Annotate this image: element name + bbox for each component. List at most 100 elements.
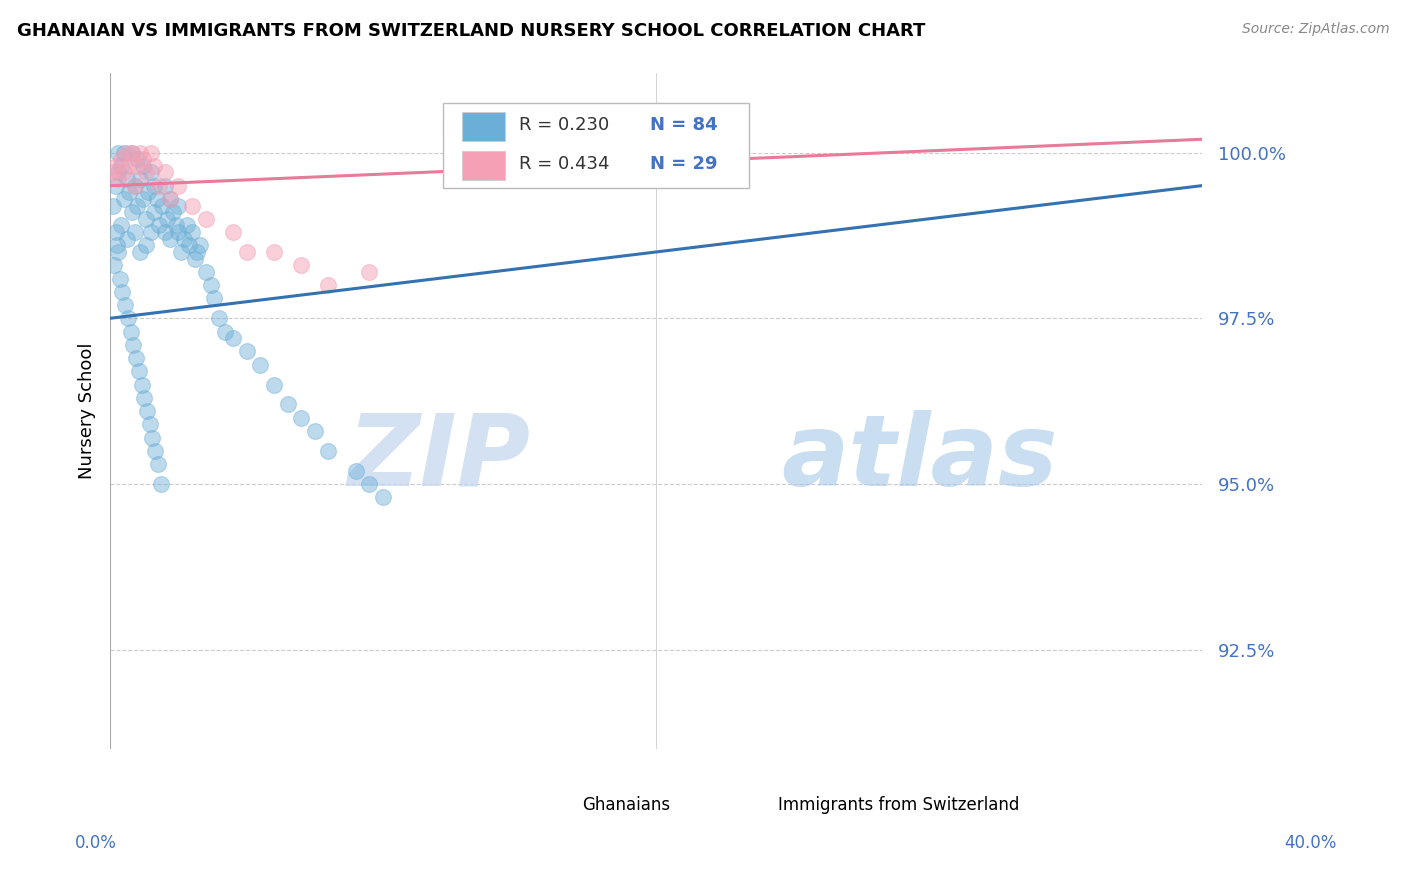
Point bbox=[359, 265, 381, 279]
Point bbox=[159, 232, 181, 246]
Point bbox=[276, 397, 298, 411]
Point bbox=[162, 205, 184, 219]
Text: 40.0%: 40.0% bbox=[1284, 834, 1337, 852]
FancyBboxPatch shape bbox=[721, 793, 768, 819]
Point bbox=[159, 192, 181, 206]
Point bbox=[110, 219, 132, 233]
Point bbox=[107, 145, 129, 160]
Point bbox=[135, 238, 157, 252]
Point bbox=[101, 165, 124, 179]
FancyBboxPatch shape bbox=[461, 152, 505, 179]
Point bbox=[179, 238, 201, 252]
Point bbox=[153, 178, 176, 193]
Point bbox=[181, 225, 204, 239]
Point bbox=[290, 258, 312, 272]
Text: R = 0.434: R = 0.434 bbox=[519, 155, 610, 173]
Point bbox=[138, 186, 160, 200]
Point bbox=[142, 159, 165, 173]
Point bbox=[124, 178, 146, 193]
Point bbox=[110, 152, 132, 166]
Point bbox=[139, 225, 162, 239]
Point bbox=[165, 219, 187, 233]
Point bbox=[110, 159, 132, 173]
Point bbox=[188, 238, 211, 252]
Text: Immigrants from Switzerland: Immigrants from Switzerland bbox=[778, 796, 1019, 814]
Point bbox=[186, 244, 208, 259]
Text: Ghanaians: Ghanaians bbox=[582, 796, 669, 814]
Point bbox=[150, 198, 173, 212]
Point bbox=[124, 178, 146, 193]
Text: Source: ZipAtlas.com: Source: ZipAtlas.com bbox=[1241, 22, 1389, 37]
Point bbox=[125, 351, 148, 365]
Point bbox=[263, 377, 285, 392]
Point bbox=[127, 198, 149, 212]
Point bbox=[131, 377, 153, 392]
Point bbox=[481, 145, 503, 160]
FancyBboxPatch shape bbox=[461, 112, 505, 141]
Point bbox=[132, 159, 155, 173]
Point bbox=[135, 211, 157, 226]
Point bbox=[105, 238, 128, 252]
FancyBboxPatch shape bbox=[443, 103, 748, 188]
Point bbox=[135, 165, 157, 179]
Point bbox=[120, 325, 142, 339]
Point bbox=[104, 159, 127, 173]
Point bbox=[138, 417, 160, 432]
Point bbox=[114, 298, 136, 312]
Point bbox=[222, 225, 245, 239]
Point bbox=[115, 232, 138, 246]
Point bbox=[121, 145, 143, 160]
Text: N = 84: N = 84 bbox=[651, 116, 718, 134]
Point bbox=[134, 391, 156, 405]
Point bbox=[111, 285, 134, 299]
Point bbox=[235, 344, 257, 359]
Point bbox=[128, 364, 150, 378]
Point bbox=[249, 358, 271, 372]
Point bbox=[170, 244, 193, 259]
Point bbox=[222, 331, 245, 345]
Point bbox=[142, 205, 165, 219]
Point bbox=[658, 145, 681, 160]
Point bbox=[122, 338, 145, 352]
Point bbox=[200, 278, 222, 293]
Point bbox=[181, 198, 204, 212]
Point bbox=[107, 165, 129, 179]
Point bbox=[117, 311, 139, 326]
Point bbox=[176, 219, 198, 233]
Text: 0.0%: 0.0% bbox=[75, 834, 117, 852]
Point bbox=[132, 192, 155, 206]
Text: GHANAIAN VS IMMIGRANTS FROM SWITZERLAND NURSERY SCHOOL CORRELATION CHART: GHANAIAN VS IMMIGRANTS FROM SWITZERLAND … bbox=[17, 22, 925, 40]
Point bbox=[173, 232, 195, 246]
Point bbox=[148, 219, 170, 233]
Point bbox=[318, 443, 340, 458]
Text: N = 29: N = 29 bbox=[651, 155, 718, 173]
Point bbox=[118, 159, 141, 173]
Point bbox=[104, 225, 127, 239]
Point bbox=[359, 477, 381, 491]
Point bbox=[153, 225, 176, 239]
Y-axis label: Nursery School: Nursery School bbox=[79, 343, 96, 479]
Point bbox=[139, 145, 162, 160]
Point bbox=[129, 145, 152, 160]
Text: atlas: atlas bbox=[782, 410, 1057, 507]
Point bbox=[304, 424, 326, 438]
Point bbox=[115, 172, 138, 186]
Point bbox=[156, 211, 179, 226]
Point bbox=[115, 145, 138, 160]
Point bbox=[136, 404, 159, 418]
Point bbox=[142, 178, 165, 193]
Point bbox=[145, 192, 167, 206]
Point bbox=[104, 178, 127, 193]
Point bbox=[159, 192, 181, 206]
Point bbox=[153, 165, 176, 179]
Text: ZIP: ZIP bbox=[347, 410, 530, 507]
Point bbox=[194, 265, 217, 279]
Point bbox=[127, 152, 149, 166]
Point bbox=[214, 325, 236, 339]
Point bbox=[143, 443, 166, 458]
Text: R = 0.230: R = 0.230 bbox=[519, 116, 610, 134]
Point bbox=[127, 159, 149, 173]
Point bbox=[318, 278, 340, 293]
Point bbox=[107, 244, 129, 259]
Point bbox=[167, 198, 190, 212]
